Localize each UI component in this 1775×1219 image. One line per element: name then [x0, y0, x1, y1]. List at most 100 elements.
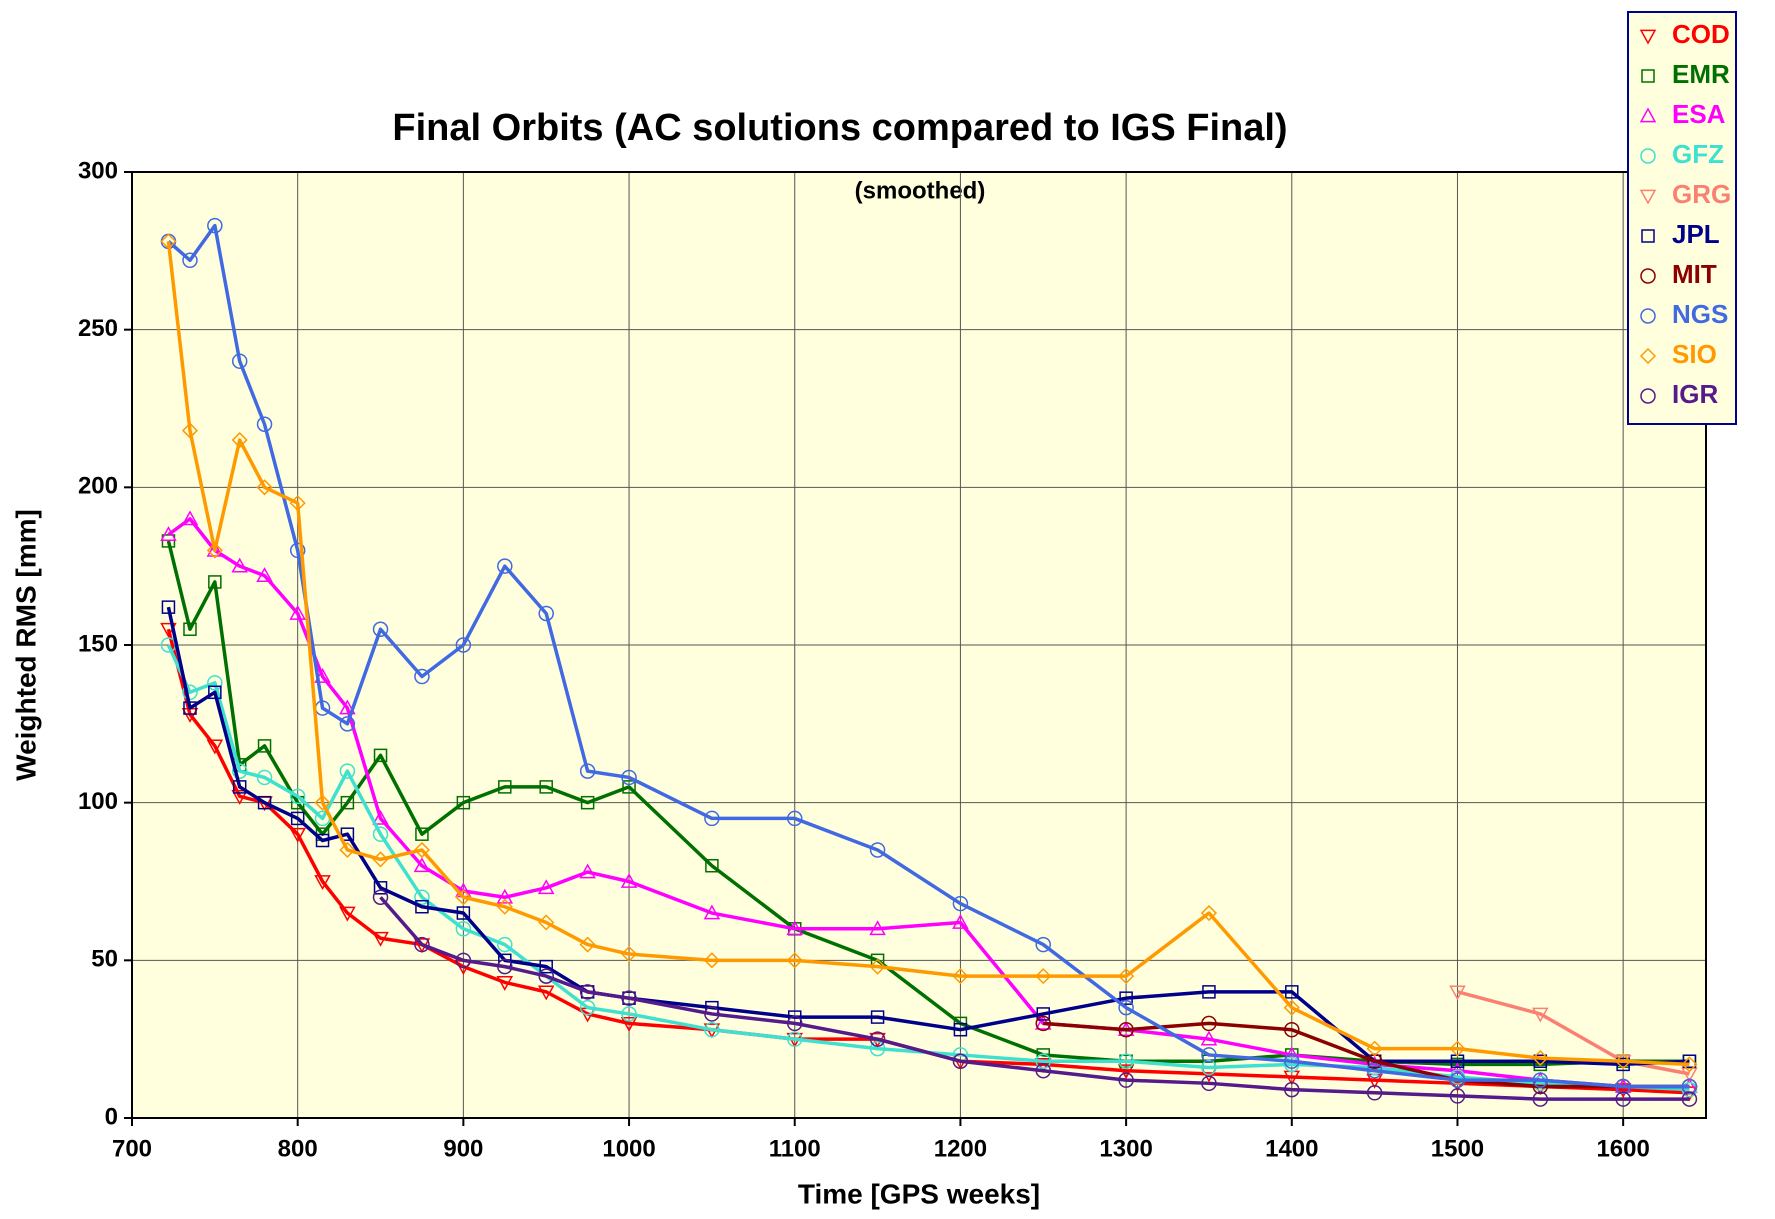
marker: [1681, 1067, 1698, 1083]
marker: [953, 1022, 968, 1037]
marker: [1200, 904, 1218, 922]
marker: [1201, 1047, 1217, 1063]
marker: [181, 510, 199, 526]
marker: [161, 600, 176, 614]
marker: [339, 716, 356, 732]
marker: [580, 795, 595, 810]
legend-marker: [1639, 29, 1657, 45]
marker: [952, 1053, 969, 1069]
legend-marker: [1641, 229, 1655, 243]
legend-label: GFZ: [1672, 139, 1724, 169]
y-tick-label: 100: [78, 788, 118, 815]
marker: [314, 794, 331, 811]
marker: [289, 542, 306, 559]
marker: [1366, 1062, 1383, 1079]
marker: [290, 811, 305, 826]
marker: [315, 833, 330, 848]
marker: [456, 795, 471, 810]
marker: [1200, 1030, 1218, 1046]
marker: [1682, 1054, 1697, 1068]
marker: [539, 780, 553, 794]
marker: [231, 763, 248, 779]
x-tick-label: 1400: [1265, 1135, 1318, 1162]
legend-label: MIT: [1672, 259, 1717, 289]
legend-marker: [1639, 107, 1657, 123]
y-tick-label: 0: [105, 1103, 118, 1130]
x-tick-label: 1300: [1099, 1135, 1152, 1162]
legend-label: ESA: [1672, 99, 1726, 129]
marker: [182, 252, 198, 269]
marker: [786, 952, 803, 969]
x-axis-label: Time [GPS weeks]: [798, 1178, 1040, 1209]
marker: [1118, 999, 1134, 1016]
marker: [704, 1006, 720, 1022]
marker: [1449, 1040, 1466, 1057]
marker: [340, 795, 355, 810]
y-tick-label: 150: [78, 630, 118, 657]
marker: [1449, 985, 1466, 1001]
x-tick-label: 1500: [1431, 1135, 1484, 1162]
marker: [372, 851, 389, 868]
marker: [207, 675, 223, 691]
marker: [372, 826, 389, 842]
marker: [340, 827, 355, 841]
x-tick-label: 700: [112, 1135, 152, 1162]
legend-label: EMR: [1672, 59, 1730, 89]
marker: [952, 895, 969, 912]
marker: [339, 763, 356, 779]
marker: [1202, 985, 1216, 999]
marker: [786, 1015, 803, 1032]
marker: [256, 769, 273, 786]
marker: [497, 958, 513, 975]
legend-marker: [1639, 347, 1657, 365]
marker: [1119, 991, 1133, 1005]
marker: [257, 795, 272, 810]
legend-box: [1627, 11, 1737, 425]
marker: [1283, 999, 1300, 1016]
marker: [231, 790, 248, 805]
marker: [1035, 1062, 1052, 1079]
x-tick-label: 800: [278, 1135, 318, 1162]
marker: [579, 863, 596, 879]
legend-label: IGR: [1672, 379, 1718, 409]
legend-marker: [1639, 189, 1657, 205]
marker: [579, 999, 596, 1016]
marker: [339, 699, 356, 715]
chart-title: Final Orbits (AC solutions compared to I…: [392, 107, 1287, 149]
x-tick-label: 900: [443, 1135, 483, 1162]
marker: [705, 858, 719, 873]
y-tick-label: 300: [78, 157, 118, 184]
marker: [1614, 1083, 1632, 1099]
marker: [1615, 1053, 1632, 1070]
y-tick-label: 50: [91, 946, 118, 973]
marker: [1681, 1056, 1698, 1073]
marker: [289, 827, 306, 843]
marker: [208, 685, 222, 700]
marker: [208, 575, 222, 589]
legend-marker: [1640, 388, 1656, 404]
legend-label: GRG: [1672, 179, 1731, 209]
series-line: [166, 628, 1690, 1095]
marker: [181, 422, 199, 439]
marker: [414, 889, 430, 906]
series-line: [1457, 990, 1690, 1076]
marker: [231, 431, 248, 449]
marker: [869, 958, 886, 975]
marker: [1201, 1059, 1217, 1076]
marker: [256, 567, 273, 582]
marker: [496, 898, 513, 915]
marker: [620, 1017, 638, 1032]
marker: [339, 841, 356, 859]
marker: [1284, 1053, 1300, 1069]
marker: [579, 763, 596, 779]
marker: [496, 888, 514, 904]
legend-marker: [1640, 148, 1656, 164]
series-line: [166, 241, 1690, 1067]
x-tick-label: 1200: [934, 1135, 987, 1162]
marker: [786, 810, 803, 827]
marker: [373, 748, 388, 763]
marker: [256, 479, 273, 496]
marker: [1533, 1054, 1548, 1068]
marker: [704, 1021, 720, 1038]
marker: [339, 906, 356, 922]
